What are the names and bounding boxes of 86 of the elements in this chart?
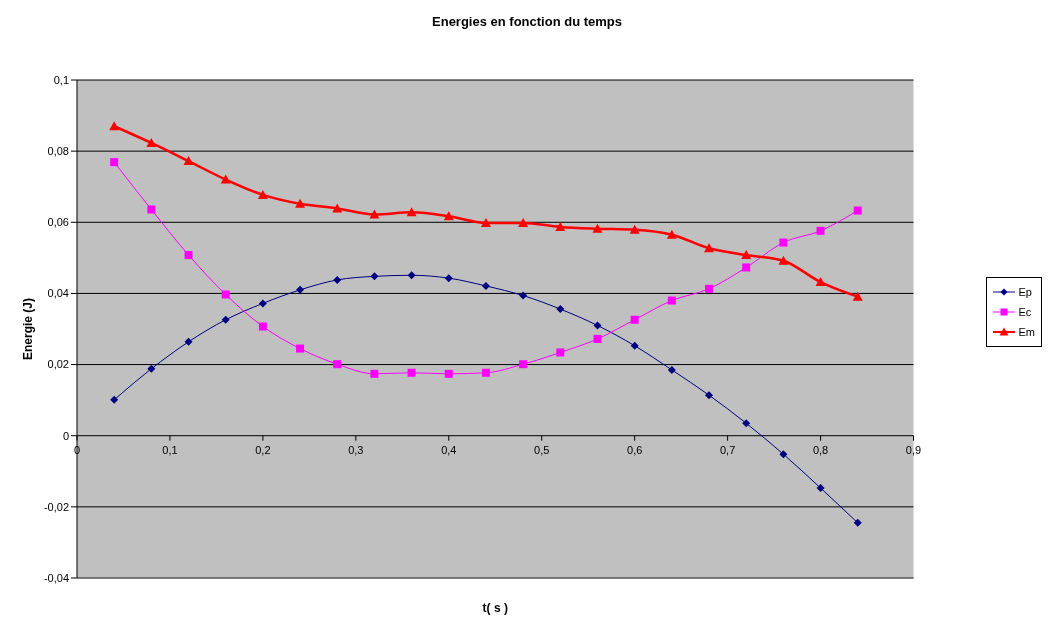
point (407, 368, 416, 377)
point (109, 121, 120, 131)
point (296, 285, 305, 294)
point (481, 281, 490, 290)
point (184, 251, 193, 260)
y-tick-label: 0,04 (47, 287, 69, 300)
point (630, 315, 639, 324)
y-tick-label: -0,02 (43, 500, 69, 513)
point (778, 255, 789, 265)
point (444, 369, 453, 378)
legend-label: Em (1018, 326, 1035, 338)
point (519, 360, 528, 369)
point (221, 315, 230, 324)
point (852, 291, 863, 301)
point (518, 218, 529, 227)
point (593, 321, 602, 330)
x-tick-label: 0,7 (719, 443, 736, 456)
y-tick-label: 0,08 (47, 145, 69, 158)
point (296, 344, 305, 353)
y-tick-label: -0,04 (43, 571, 69, 584)
point (519, 291, 528, 300)
x-tick-label: 0,4 (441, 443, 457, 456)
x-tick-label: 0 (73, 443, 81, 456)
point (816, 484, 825, 492)
y-tick-label: 0 (62, 429, 69, 442)
point (667, 296, 676, 305)
point (370, 272, 379, 281)
x-tick-label: 0,8 (812, 443, 829, 456)
point (556, 305, 565, 314)
y-tick-label: 0,1 (53, 73, 69, 86)
point (556, 348, 565, 357)
point (815, 277, 826, 287)
point (742, 263, 751, 272)
x-tick-label: 0,3 (348, 443, 364, 456)
y-tick-label: 0,06 (47, 216, 69, 229)
point (480, 218, 491, 227)
point (110, 158, 119, 167)
point (444, 274, 453, 283)
point (667, 365, 676, 374)
point (183, 156, 194, 166)
y-tick-label: 0,02 (47, 358, 69, 371)
point (333, 275, 342, 284)
point (147, 205, 156, 214)
point (481, 368, 490, 377)
point (184, 337, 193, 346)
point (630, 341, 639, 350)
point (258, 322, 267, 331)
chart-title: Energies en fonction du temps (431, 14, 623, 29)
point (258, 299, 267, 308)
point (741, 250, 752, 260)
point (629, 224, 640, 234)
point (853, 518, 862, 527)
point (257, 189, 268, 199)
legend-label: Ep (1018, 286, 1032, 298)
point (147, 364, 156, 373)
point (816, 226, 825, 235)
point (705, 391, 714, 400)
point (555, 221, 566, 231)
point (110, 395, 119, 404)
point (593, 334, 602, 343)
x-axis-title: t( s ) (482, 601, 508, 615)
point (407, 271, 416, 280)
point (146, 137, 157, 147)
point (406, 207, 417, 217)
point (332, 203, 343, 213)
point (705, 284, 714, 293)
point (779, 238, 788, 247)
y-axis-title: Energie (J) (21, 297, 36, 361)
x-tick-label: 0,5 (534, 443, 550, 456)
point (853, 206, 862, 215)
point (592, 223, 603, 233)
x-tick-label: 0,6 (627, 443, 643, 456)
point (333, 360, 342, 369)
point (704, 243, 715, 253)
point (443, 211, 454, 221)
x-tick-label: 0,1 (162, 443, 178, 456)
x-tick-label: 0,2 (255, 443, 271, 456)
point (295, 198, 306, 208)
point (221, 290, 230, 299)
point (742, 419, 751, 428)
x-tick-label: 0,9 (905, 443, 922, 456)
point (779, 450, 788, 459)
point (220, 174, 231, 184)
legend-label: Ec (1018, 306, 1032, 318)
point (370, 369, 379, 378)
point (666, 229, 677, 239)
